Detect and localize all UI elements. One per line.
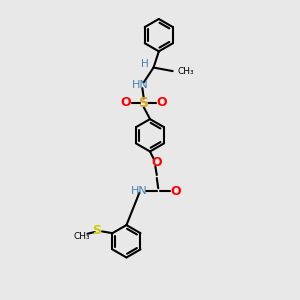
Text: O: O xyxy=(151,156,162,169)
Text: S: S xyxy=(139,96,149,110)
Text: CH₃: CH₃ xyxy=(178,67,195,76)
Text: O: O xyxy=(157,96,167,110)
Text: H: H xyxy=(141,59,148,69)
Text: O: O xyxy=(120,96,131,110)
Text: CH₃: CH₃ xyxy=(73,232,90,241)
Text: O: O xyxy=(171,185,181,198)
Text: HN: HN xyxy=(132,80,149,90)
Text: S: S xyxy=(92,224,101,237)
Text: HN: HN xyxy=(130,186,147,196)
